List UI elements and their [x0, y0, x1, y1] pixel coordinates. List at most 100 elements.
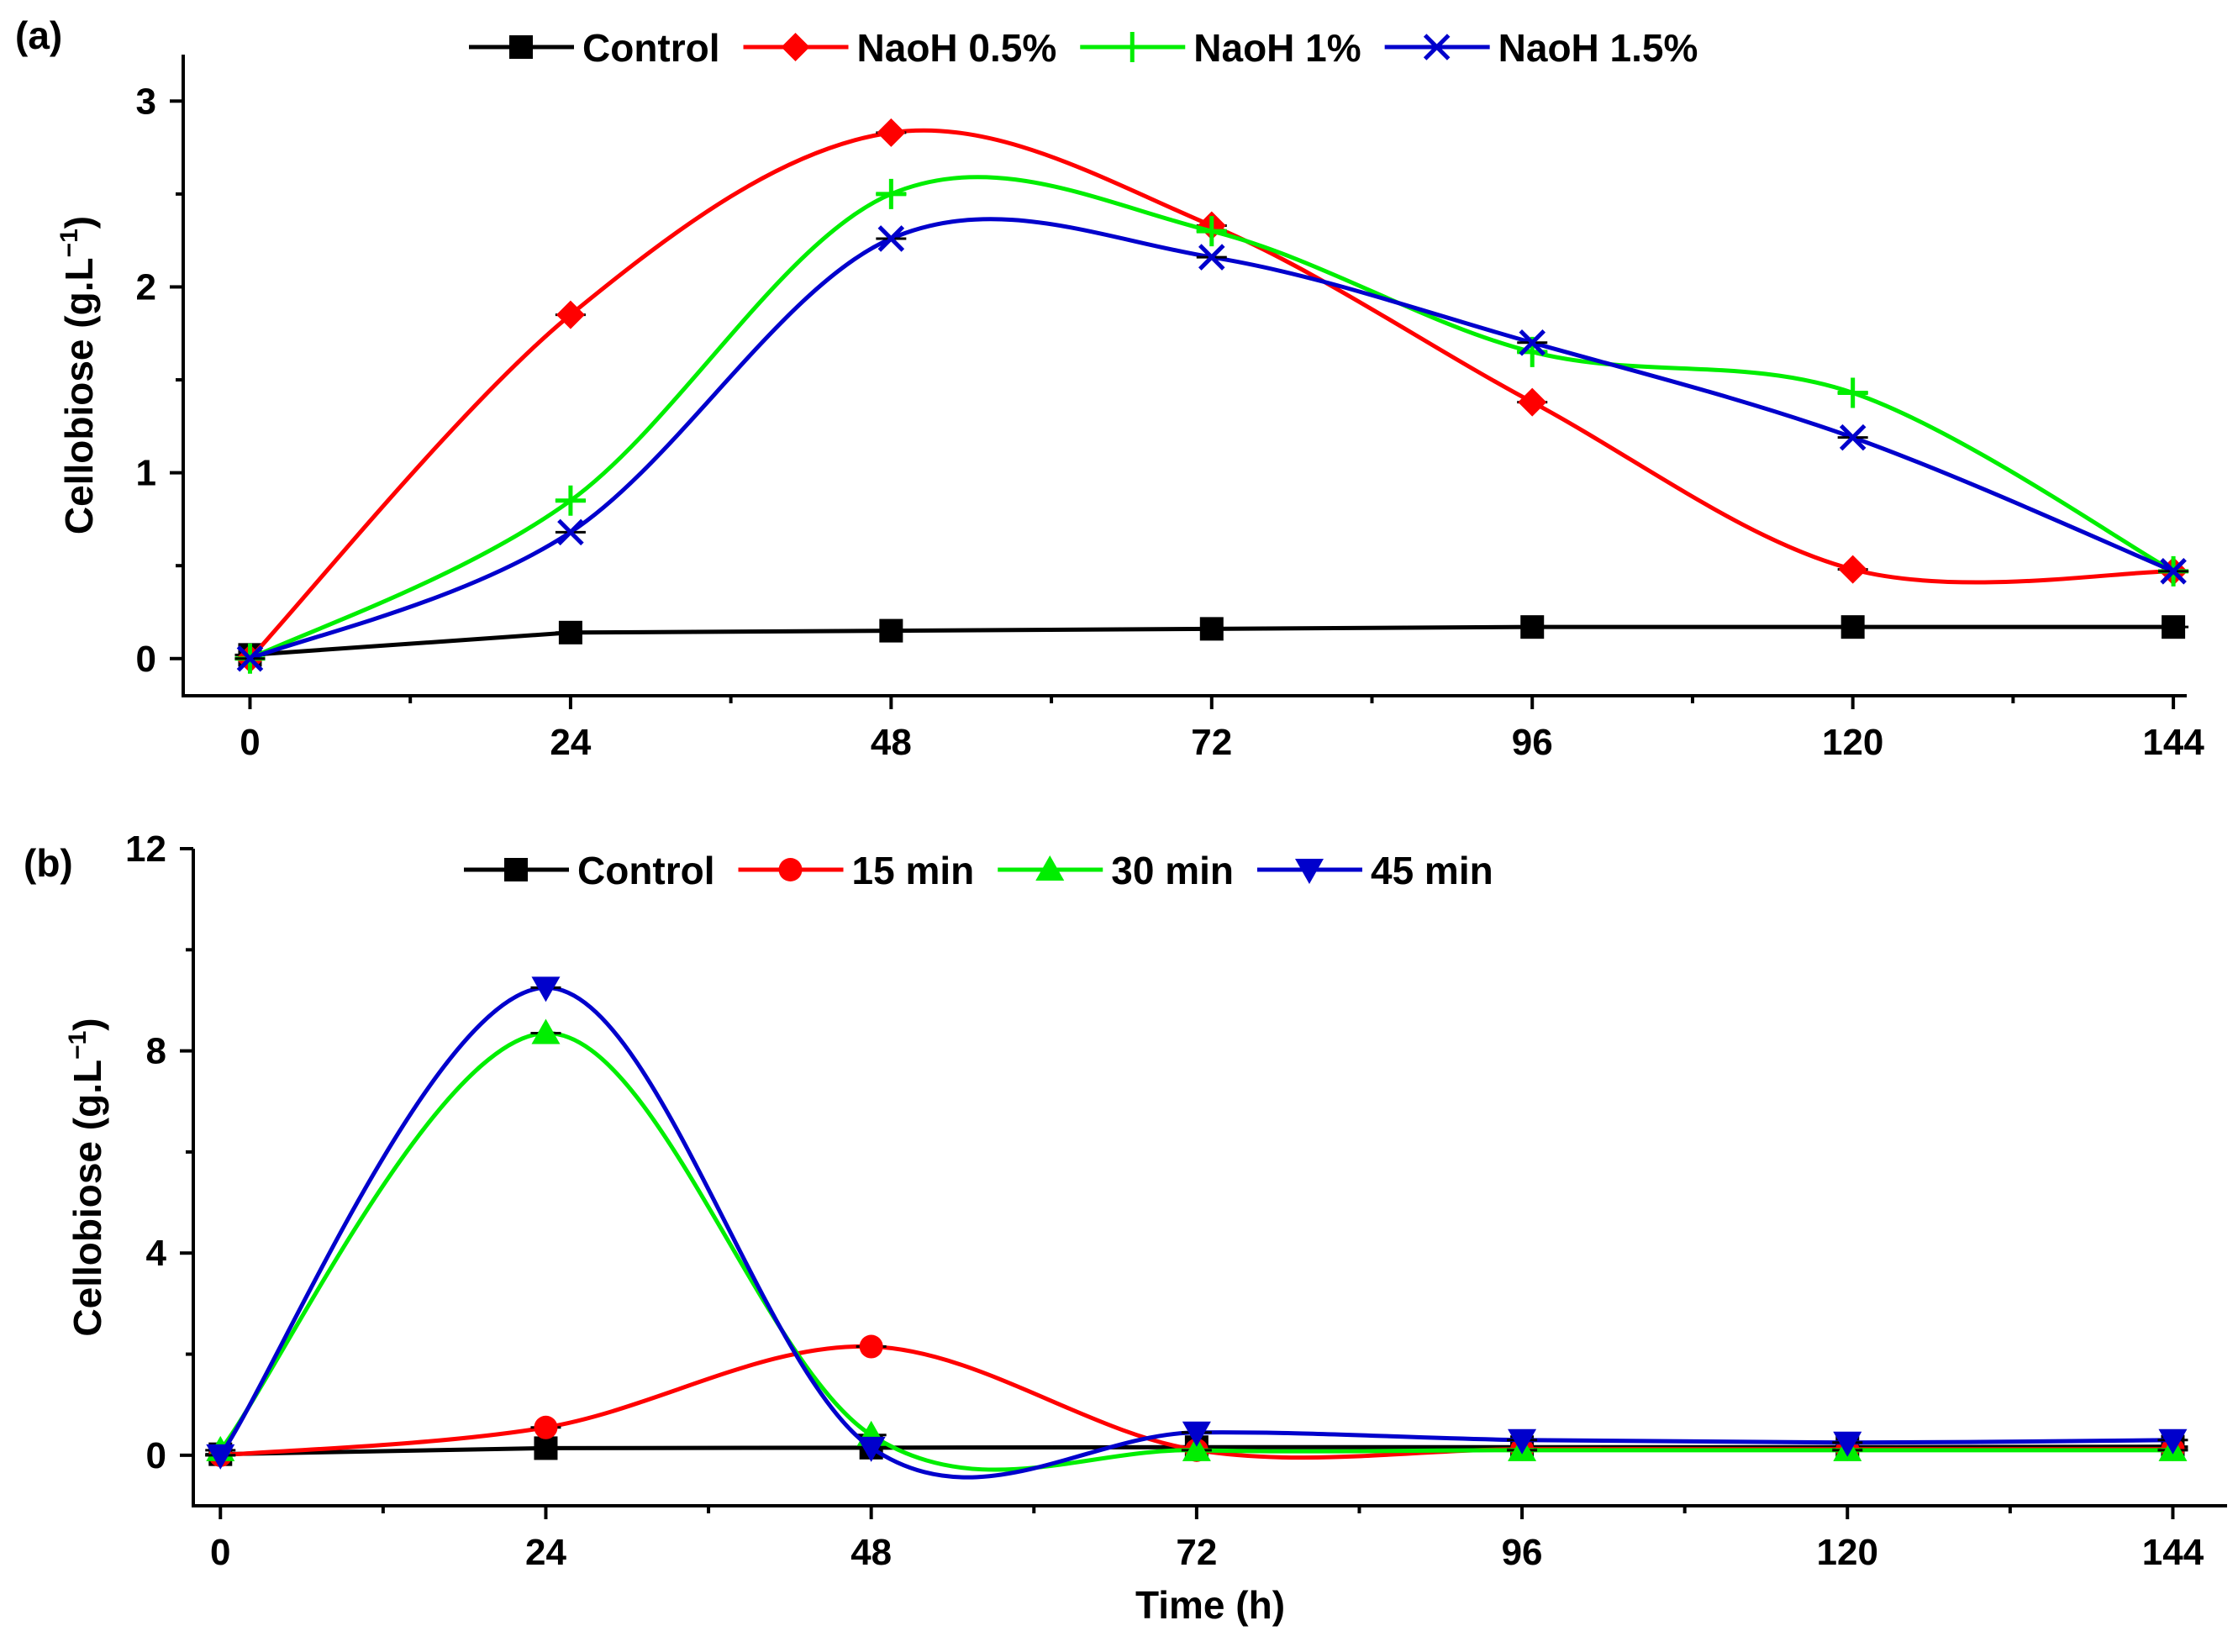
legend: Control 15 min 30 min 45 min	[464, 849, 1493, 892]
data-point	[534, 1436, 558, 1460]
data-point	[558, 620, 582, 644]
legend-item: NaoH 1%	[1080, 26, 1361, 70]
y-tick-label: 8	[146, 1031, 166, 1072]
data-point	[556, 300, 585, 329]
x-tick-label: 24	[525, 1532, 566, 1573]
data-point	[1199, 617, 1224, 641]
legend-marker	[1294, 859, 1324, 884]
data-point	[1840, 615, 1865, 639]
legend-marker	[504, 858, 528, 881]
data-point	[557, 518, 584, 546]
legend-marker	[1117, 32, 1148, 62]
y-tick-label: 4	[146, 1233, 167, 1274]
data-point	[555, 485, 586, 516]
series-1	[234, 118, 2189, 673]
legend-marker	[1423, 34, 1451, 61]
data-point	[531, 976, 561, 1002]
data-point	[1833, 1431, 1862, 1457]
series-2	[234, 175, 2189, 674]
y-tick-label: 2	[136, 266, 156, 308]
data-point	[1182, 1435, 1211, 1461]
data-point	[1519, 329, 1546, 356]
y-tick-label: 3	[136, 81, 156, 122]
x-axis-title: Time (h)	[1135, 1583, 1285, 1627]
panel-a-chart: (a) 0 24 48 72 96 120 144 0 1 2 3 Cellobiose (g.L−1)…	[15, 13, 2204, 763]
legend-marker	[1035, 855, 1065, 881]
series-line	[249, 217, 2175, 661]
x-tick-label: 48	[850, 1532, 892, 1573]
data-point	[1518, 387, 1547, 417]
data-point	[859, 1334, 883, 1359]
legend-item: Control	[469, 26, 720, 70]
data-point	[1520, 615, 1545, 639]
series-line	[249, 175, 2175, 661]
legend-marker	[778, 858, 803, 881]
x-tick-label: 72	[1176, 1532, 1217, 1573]
y-tick-label: 0	[146, 1435, 166, 1476]
y-tick-label: 1	[136, 453, 156, 494]
data-point	[1196, 216, 1227, 247]
legend-label: Control	[577, 849, 715, 892]
legend-label: NaoH 1%	[1193, 26, 1361, 70]
data-point	[1839, 424, 1867, 451]
data-point	[1182, 1421, 1211, 1447]
data-point	[534, 1415, 558, 1439]
x-tick-label: 120	[1822, 722, 1883, 763]
series-3	[234, 217, 2189, 672]
legend-item: NaoH 0.5%	[743, 26, 1057, 70]
series-line	[219, 1031, 2173, 1472]
series-line	[248, 128, 2174, 660]
y-axis-title: Cellobiose (g.L−1)	[55, 216, 101, 534]
data-point	[236, 645, 264, 672]
data-point	[877, 225, 905, 252]
legend-label: Control	[582, 26, 720, 70]
x-tick-label: 144	[2142, 1532, 2204, 1573]
axis-frame	[192, 849, 2227, 1507]
data-point	[1508, 1428, 1537, 1455]
x-tick-label: 48	[871, 722, 912, 763]
data-point	[1837, 377, 1868, 408]
panel-label: (a)	[15, 13, 62, 57]
data-point	[1198, 244, 1225, 271]
legend-marker	[781, 33, 810, 61]
panel-label: (b)	[24, 841, 73, 885]
data-point	[856, 1436, 886, 1462]
series-line	[219, 985, 2173, 1480]
legend: Control NaoH 0.5% NaoH 1% NaoH 1.5%	[469, 26, 1698, 70]
data-point	[1838, 555, 1867, 584]
legend-label: NaoH 1.5%	[1498, 26, 1698, 70]
y-tick-label: 0	[136, 639, 156, 680]
x-tick-label: 72	[1191, 722, 1232, 763]
legend-item: 30 min	[998, 849, 1234, 892]
y-axis-title: Cellobiose (g.L−1)	[64, 1018, 109, 1336]
x-tick-label: 96	[1512, 722, 1553, 763]
data-point	[2160, 558, 2187, 585]
x-tick-label: 120	[1817, 1532, 1878, 1573]
legend-label: NaoH 0.5%	[857, 26, 1057, 70]
data-point	[876, 178, 907, 209]
series-0	[234, 615, 2189, 667]
legend-label: 30 min	[1111, 849, 1234, 892]
x-tick-label: 96	[1502, 1532, 1543, 1573]
data-point	[2158, 1428, 2188, 1455]
y-tick-label: 12	[125, 829, 166, 870]
legend-item: 15 min	[738, 849, 975, 892]
legend-item: Control	[464, 849, 715, 892]
legend-marker	[509, 35, 533, 59]
legend-label: 15 min	[852, 849, 975, 892]
x-tick-label: 24	[550, 722, 591, 763]
legend-item: 45 min	[1256, 849, 1493, 892]
data-point	[206, 1444, 235, 1470]
data-point	[877, 118, 906, 147]
data-point	[879, 618, 903, 643]
x-tick-label: 0	[210, 1532, 230, 1573]
series-3	[205, 976, 2188, 1480]
data-point	[531, 1018, 561, 1044]
x-tick-label: 0	[240, 722, 260, 763]
legend-item: NaoH 1.5%	[1384, 26, 1698, 70]
x-tick-label: 144	[2142, 722, 2204, 763]
axis-frame	[182, 55, 2187, 697]
series-2	[205, 1018, 2188, 1472]
